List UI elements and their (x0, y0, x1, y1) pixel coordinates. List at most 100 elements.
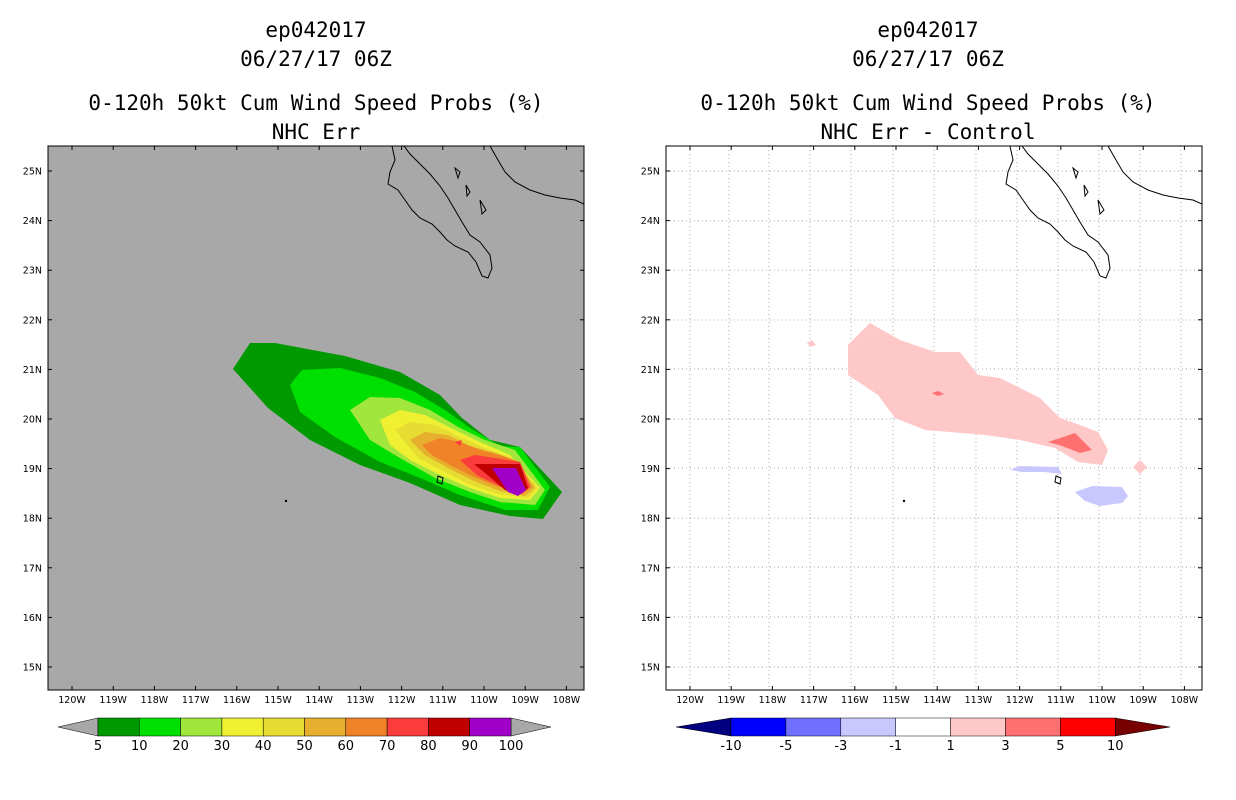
right-coastline (1005, 146, 1202, 485)
colorbar-label: 100 (499, 739, 524, 754)
colorbar-label: 5 (1056, 739, 1064, 754)
left-map-frame (47, 145, 585, 691)
diff-minus1-a (1010, 466, 1062, 474)
right-title-product: 0-120h 50kt Cum Wind Speed Probs (%) (700, 91, 1156, 115)
colorbar-label: 40 (255, 739, 272, 754)
left-colorbar: 5 10 20 30 40 50 60 70 80 90 100 (57, 717, 552, 754)
colorbar-label: -3 (834, 739, 847, 754)
colorbar-swatch (97, 717, 140, 737)
colorbar-label: 1 (946, 739, 954, 754)
right-title-subtitle: NHC Err - Control (820, 120, 1036, 144)
lon-label-113W: 113W (965, 695, 993, 706)
axes-labels: 25N 24N 23N 22N 21N 20N 19N 18N 17N 16N 15N 120W 119… (23, 146, 1202, 706)
colorbar-label: 50 (296, 739, 313, 754)
diff-plus3-core (1048, 433, 1092, 453)
lon-label-112W: 112W (388, 695, 416, 706)
lon-label-108W: 108W (553, 695, 581, 706)
contour-hotspot (455, 440, 462, 446)
lat-label-22N: 22N (641, 315, 660, 326)
lat-label-19N: 19N (641, 464, 660, 475)
colorbar-label: 60 (338, 739, 355, 754)
lon-label-112W: 112W (1006, 695, 1034, 706)
lon-label-115W: 115W (882, 695, 910, 706)
lat-label-15N: 15N (23, 663, 42, 674)
left-coastline (387, 146, 584, 485)
lon-label-109W: 109W (1129, 695, 1157, 706)
colorbar-swatch (180, 717, 223, 737)
colorbar-label: 5 (94, 739, 102, 754)
right-map-frame (665, 145, 1203, 691)
right-island-marker (902, 499, 906, 503)
lat-label-24N: 24N (641, 216, 660, 227)
lon-label-111W: 111W (1047, 695, 1075, 706)
lon-label-115W: 115W (264, 695, 292, 706)
lat-label-18N: 18N (641, 514, 660, 525)
colorbar-label: 30 (214, 739, 231, 754)
contour-90 (492, 468, 526, 496)
colorbar-swatch (139, 717, 181, 737)
lon-label-113W: 113W (347, 695, 375, 706)
lat-label-18N: 18N (23, 514, 42, 525)
diff-plus1-spot-c (1133, 460, 1147, 474)
left-probability-contours (233, 343, 562, 519)
lon-label-118W: 118W (141, 695, 169, 706)
colorbar-label: 20 (172, 739, 189, 754)
colorbar-label: 80 (420, 739, 437, 754)
left-colorbar-left-arrow (57, 717, 99, 737)
lat-label-25N: 25N (641, 167, 660, 178)
left-title-datetime: 06/27/17 06Z (240, 47, 392, 71)
colorbar-swatch (840, 717, 896, 737)
lon-label-119W: 119W (717, 695, 745, 706)
diff-minus1-b (1075, 486, 1128, 506)
lat-label-19N: 19N (23, 464, 42, 475)
left-colorbar-right-arrow (510, 717, 552, 737)
colorbar-swatch (304, 717, 347, 737)
lon-label-118W: 118W (759, 695, 787, 706)
lat-label-16N: 16N (23, 613, 42, 624)
lat-label-20N: 20N (23, 415, 42, 426)
right-difference-contours (807, 323, 1147, 506)
right-colorbar-left-arrow (675, 717, 732, 737)
lon-label-109W: 109W (511, 695, 539, 706)
lon-label-111W: 111W (429, 695, 457, 706)
diff-plus1-spot-a (807, 340, 816, 347)
colorbar-swatch (785, 717, 842, 737)
colorbar-swatch (221, 717, 264, 737)
lon-label-119W: 119W (99, 695, 127, 706)
lon-label-116W: 116W (223, 695, 251, 706)
lon-label-114W: 114W (923, 695, 951, 706)
lat-label-23N: 23N (23, 266, 42, 277)
colorbar-swatch (895, 717, 951, 737)
left-title-product: 0-120h 50kt Cum Wind Speed Probs (%) (88, 91, 544, 115)
right-map-panel (665, 145, 1203, 691)
lat-label-24N: 24N (23, 216, 42, 227)
lon-label-108W: 108W (1171, 695, 1199, 706)
colorbar-swatch (386, 717, 429, 737)
left-island-marker (284, 499, 288, 503)
lon-label-120W: 120W (58, 695, 86, 706)
colorbar-label: -5 (779, 739, 792, 754)
lat-label-16N: 16N (641, 613, 660, 624)
left-map-panel (47, 145, 585, 691)
right-title-storm-id: ep042017 (877, 18, 979, 42)
colorbar-swatch (730, 717, 787, 737)
lon-label-117W: 117W (800, 695, 828, 706)
right-colorbar: -10 -5 -3 -1 1 3 5 10 (675, 717, 1171, 754)
colorbar-label: -1 (889, 739, 902, 754)
colorbar-label: 70 (379, 739, 396, 754)
colorbar-swatch (1005, 717, 1061, 737)
colorbar-swatch (262, 717, 305, 737)
lon-label-114W: 114W (305, 695, 333, 706)
right-title-datetime: 06/27/17 06Z (852, 47, 1004, 71)
lon-label-120W: 120W (676, 695, 704, 706)
diff-plus1-main (848, 323, 1108, 465)
lat-label-21N: 21N (23, 365, 42, 376)
colorbar-label: 10 (131, 739, 148, 754)
lon-label-110W: 110W (1088, 695, 1116, 706)
colorbar-label: -10 (720, 739, 741, 754)
left-title-subtitle: NHC Err (271, 120, 361, 144)
lat-label-25N: 25N (23, 167, 42, 178)
lon-label-117W: 117W (182, 695, 210, 706)
diff-plus3-spot-b (932, 391, 944, 396)
